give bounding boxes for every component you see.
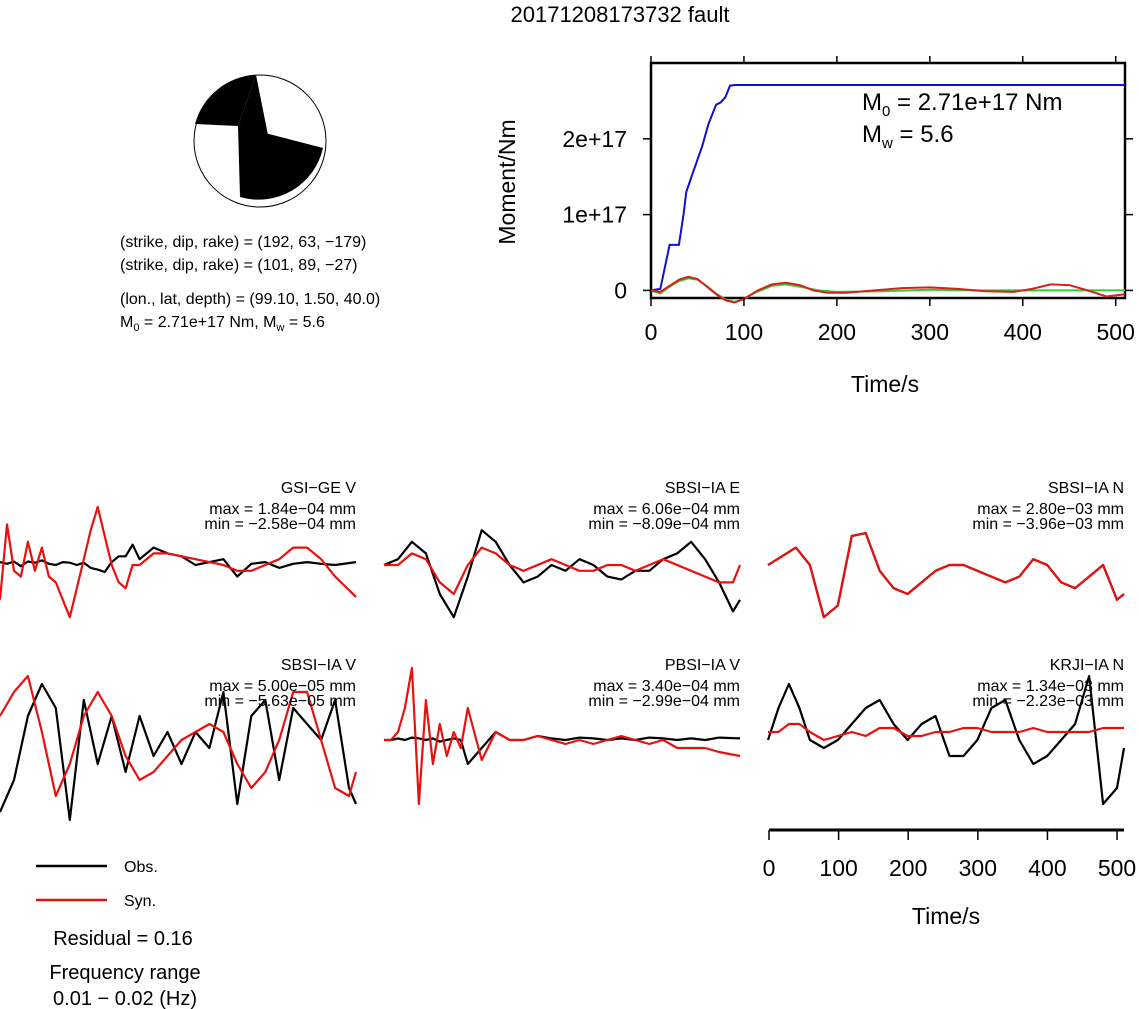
moment-series-line-3 <box>650 275 1126 304</box>
waveform-x-tick-label: 300 <box>959 855 997 881</box>
amplitude-max: max = 2.80e−03 mm <box>977 501 1124 518</box>
residual-text: Residual = 0.16 <box>53 928 193 950</box>
observed-trace <box>383 529 741 619</box>
waveform-x-tick-label: 0 <box>763 855 776 881</box>
moment-y-tick-label: 2e+17 <box>562 126 627 152</box>
station-label: GSI−GE V <box>281 480 356 497</box>
moment-x-tick-label: 500 <box>1097 319 1135 345</box>
legend-synthetic-label: Syn. <box>124 893 156 910</box>
frequency-range-label: Frequency range <box>49 962 200 984</box>
legend: Obs. Syn. <box>36 859 158 910</box>
mechanism-line-3: (lon., lat, depth) = (99.10, 1.50, 40.0) <box>120 291 380 308</box>
moment-series-line-1 <box>650 84 1125 292</box>
synthetic-trace <box>384 666 741 806</box>
moment-x-tick-label: 400 <box>1004 319 1042 345</box>
moment-annotation-m0: M0 = 2.71e+17 Nm <box>862 89 1062 120</box>
mechanism-moment-line: M0 = 2.71e+17 Nm, Mw = 5.6 <box>120 314 325 334</box>
moment-plot-frame <box>649 61 1127 300</box>
beachball-compressional-quadrant-1b <box>238 75 268 135</box>
legend-observed-label: Obs. <box>124 859 158 876</box>
waveform-time-axis: 0 100 200 300 400 500 Time/s <box>763 828 1136 929</box>
observed-trace <box>0 682 358 822</box>
moment-annotation-mw: Mw = 5.6 <box>862 121 954 152</box>
moment-y-axis-label: Moment/Nm <box>494 119 520 244</box>
figure-title: 20171208173732 fault <box>511 2 730 27</box>
amplitude-max: max = 3.40e−04 mm <box>593 678 740 695</box>
station-label: SBSI−IA V <box>281 657 356 674</box>
moment-x-tick-label: 100 <box>725 319 763 345</box>
moment-function-plot: 0 100 200 300 400 500 0 1e+17 2e+17 Time/s Mome… <box>494 56 1135 397</box>
amplitude-max: max = 1.34e−03 mm <box>977 678 1124 695</box>
waveform-x-axis-label: Time/s <box>912 903 980 929</box>
waveform-x-ticks: 0 100 200 300 400 500 <box>763 830 1136 881</box>
station-label: SBSI−IA N <box>1048 480 1124 497</box>
beachball-compressional-quadrant-2 <box>238 126 323 200</box>
amplitude-max: max = 6.06e−04 mm <box>593 501 740 518</box>
moment-x-ticks: 0 100 200 300 400 500 <box>645 56 1135 345</box>
station-label: KRJI−IA N <box>1050 657 1124 674</box>
synthetic-trace <box>384 546 742 596</box>
moment-y-tick-label: 1e+17 <box>562 202 627 228</box>
synthetic-trace <box>0 505 357 619</box>
synthetic-trace <box>0 674 358 798</box>
amplitude-min: min = −2.58e−04 mm <box>204 516 356 533</box>
moment-y-tick-label: 0 <box>614 277 627 303</box>
amplitude-min: min = −2.99e−04 mm <box>588 693 740 710</box>
waveform-x-tick-label: 400 <box>1028 855 1066 881</box>
moment-series-group <box>650 84 1126 304</box>
amplitude-min: min = −3.96e−03 mm <box>972 516 1124 533</box>
station-label: PBSI−IA V <box>665 657 740 674</box>
beachball-compressional-quadrant-1 <box>195 75 256 126</box>
amplitude-min: min = −5.63e−05 mm <box>204 693 356 710</box>
mechanism-line-2: (strike, dip, rake) = (101, 89, −27) <box>120 257 357 274</box>
amplitude-min: min = −2.23e−03 mm <box>972 693 1124 710</box>
moment-x-tick-label: 0 <box>645 319 658 345</box>
amplitude-max: max = 1.84e−04 mm <box>209 501 356 518</box>
moment-x-tick-label: 200 <box>818 319 856 345</box>
waveform-x-tick-label: 500 <box>1098 855 1136 881</box>
moment-x-axis-label: Time/s <box>851 371 919 397</box>
observed-trace <box>0 543 357 578</box>
synthetic-trace <box>768 722 1124 742</box>
frequency-range-value: 0.01 − 0.02 (Hz) <box>53 988 197 1009</box>
moment-x-tick-label: 300 <box>911 319 949 345</box>
station-label: SBSI−IA E <box>665 480 740 497</box>
synthetic-trace <box>767 531 1125 619</box>
moment-y-ticks: 0 1e+17 2e+17 <box>562 126 1133 303</box>
mechanism-info: (strike, dip, rake) = (192, 63, −179) (s… <box>120 234 380 334</box>
focal-mechanism-beachball <box>193 74 327 208</box>
amplitude-min: min = −8.09e−04 mm <box>588 516 740 533</box>
amplitude-max: max = 5.00e−05 mm <box>209 678 356 695</box>
waveform-x-tick-label: 100 <box>819 855 857 881</box>
waveform-x-tick-label: 200 <box>889 855 927 881</box>
mechanism-line-1: (strike, dip, rake) = (192, 63, −179) <box>120 234 366 251</box>
